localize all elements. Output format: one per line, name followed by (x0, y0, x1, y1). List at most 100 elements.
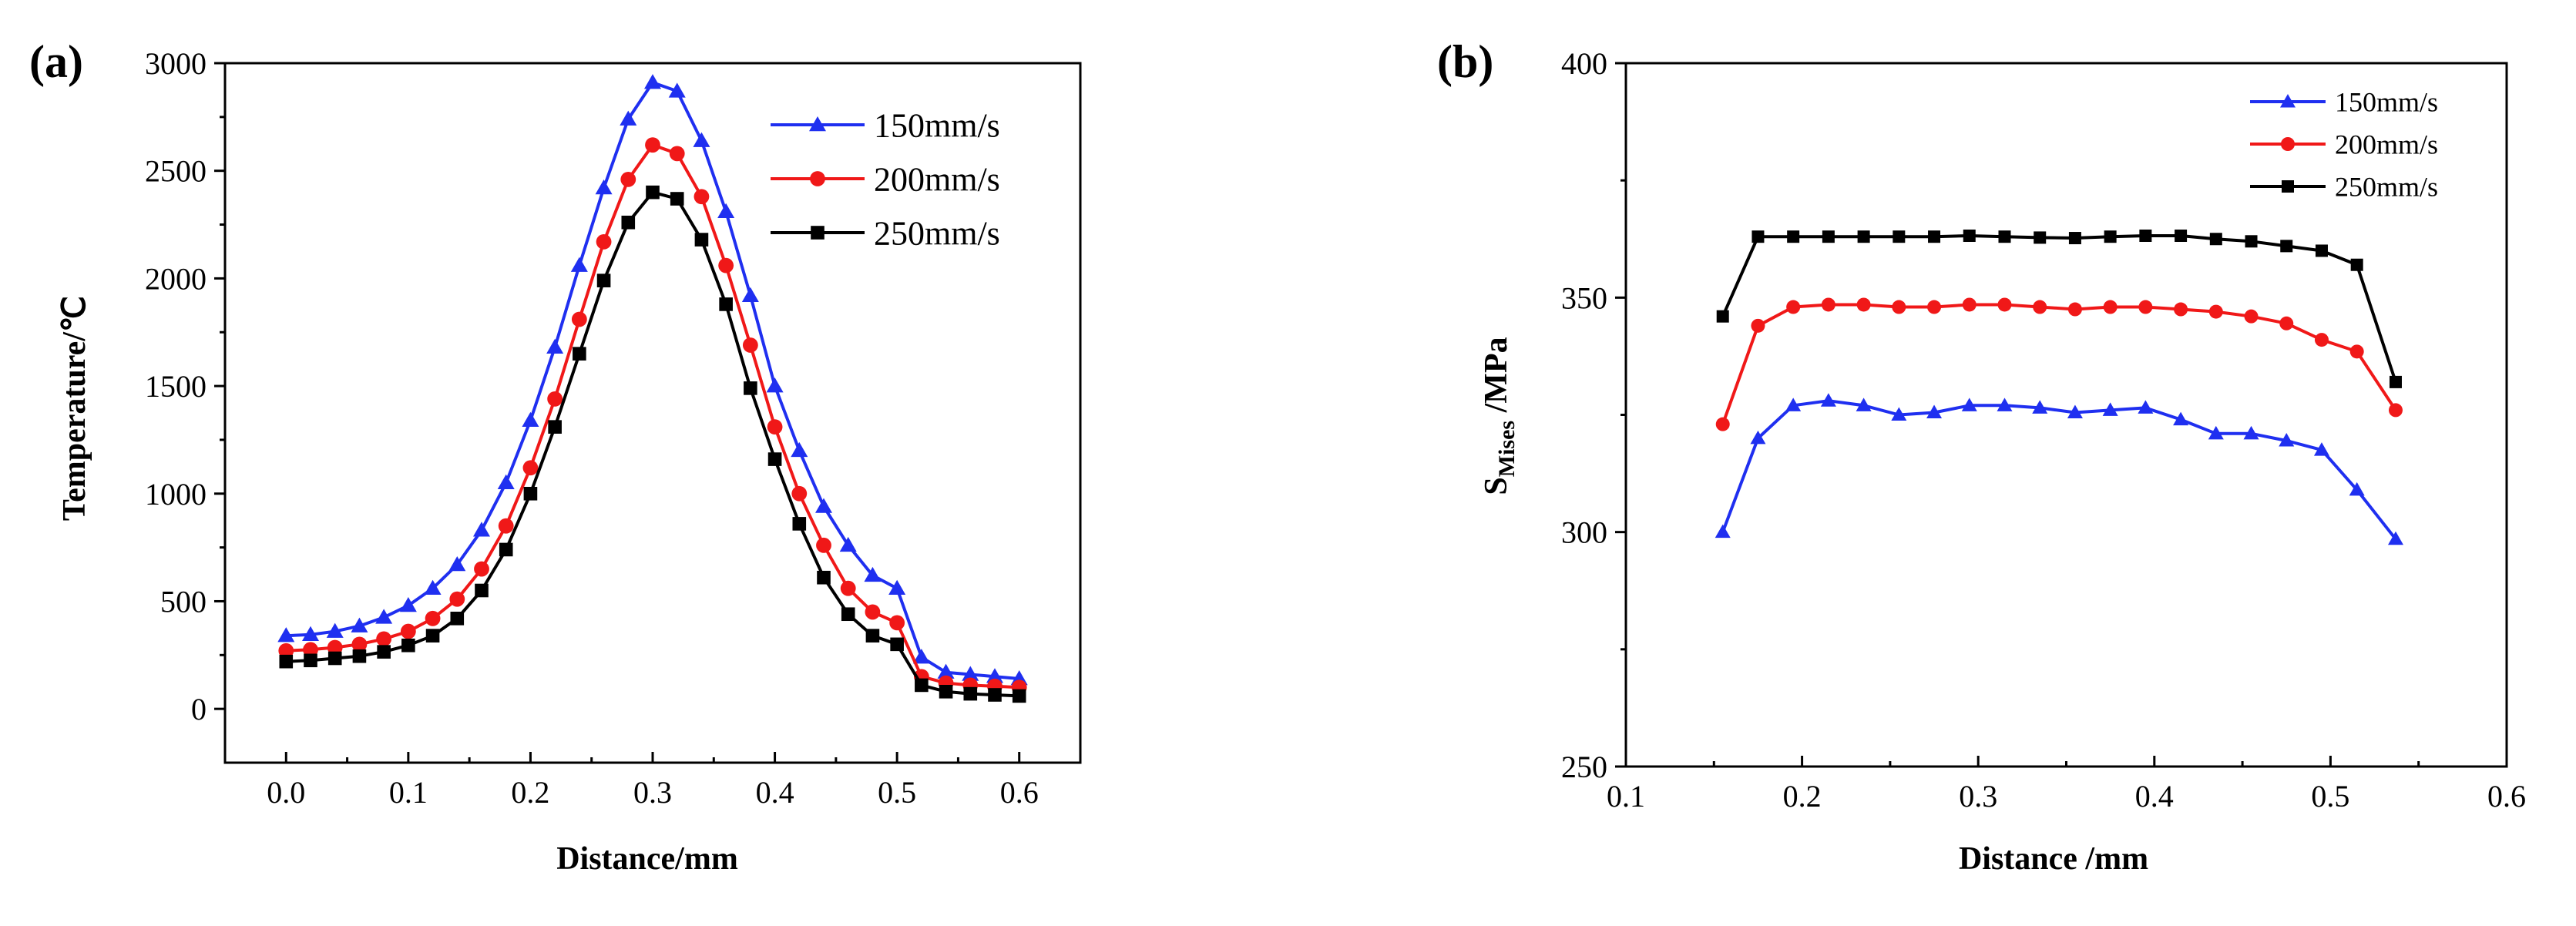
chart-a-data-point (425, 629, 440, 642)
chart-b-data-point (1716, 310, 1729, 323)
chart-b-data-point (2104, 230, 2117, 243)
chart-b-series-line (1721, 399, 2397, 541)
chart-a-data-point (424, 579, 442, 595)
chart-a-y-tick-label: 1000 (145, 477, 207, 512)
chart-a-series-250mm/s (279, 185, 1026, 703)
chart-a-data-point (570, 257, 588, 272)
chart-a-data-point (767, 419, 783, 435)
chart-a-x-tick-label: 0.4 (756, 775, 794, 810)
chart-b-y-label-sub: Mises (1494, 421, 1520, 477)
chart-a-data-point (841, 607, 855, 622)
chart-a-data-point (741, 287, 759, 302)
chart-a-legend-marker (811, 226, 825, 240)
chart-a-data-point (840, 580, 856, 596)
chart-a-data-point (596, 273, 611, 287)
chart-a-data-point (694, 189, 710, 205)
chart-a-data-point (744, 381, 757, 395)
chart-a-data-point (742, 337, 758, 353)
chart-a-data-point (988, 688, 1002, 702)
chart-a-legend-label: 250mm/s (874, 214, 1000, 252)
chart-b-data-point (2279, 316, 2294, 330)
chart-a-y-axis-label: Temperature/℃ (57, 296, 92, 521)
chart-b-data-point (1997, 297, 2012, 312)
chart-a-data-point (912, 649, 930, 664)
chart-b-y-tick-label: 400 (1561, 46, 1607, 81)
chart-a-data-point (865, 629, 880, 642)
chart-a-data-point (401, 638, 415, 653)
chart-b-legend-label: 200mm/s (2335, 129, 2438, 160)
chart-a-data-point (474, 561, 489, 577)
chart-b-x-tick-label: 0.2 (1783, 779, 1822, 814)
chart-a-data-point (817, 570, 831, 585)
chart-a-data-point (815, 498, 832, 513)
chart-a-data-point (302, 626, 319, 642)
chart-a-data-point (646, 185, 660, 200)
chart-b-legend-label: 250mm/s (2335, 172, 2438, 203)
chart-b-x-tick-label: 0.3 (1959, 779, 1997, 814)
chart-a-data-point (327, 651, 342, 666)
chart-a-data-point (865, 604, 881, 620)
chart-a-data-point (620, 110, 637, 126)
chart-a-data-point (327, 639, 343, 656)
chart-b-legend-marker (2280, 94, 2296, 108)
chart-a-data-point (890, 637, 904, 652)
chart-b-data-point (1751, 230, 1765, 243)
chart-b-data-point (1787, 230, 1800, 243)
chart-a-x-tick-label: 0.6 (1000, 775, 1039, 810)
chart-b-legend-label: 150mm/s (2335, 87, 2438, 118)
chart-a-data-point (400, 623, 416, 639)
chart-a-x-tick-label: 0.0 (267, 775, 305, 810)
chart-a-data-point (669, 146, 685, 162)
chart-b-data-point (1856, 297, 1871, 312)
chart-b-data-point (1997, 398, 2013, 411)
chart-b-data-point (2102, 402, 2118, 416)
chart-a-data-point (670, 192, 684, 206)
chart-b-data-point (2387, 531, 2403, 545)
chart-a-data-point (450, 612, 465, 626)
chart-a-data-point (792, 517, 807, 531)
chart-a-data-point (571, 311, 587, 327)
chart-b-plot-frame (1624, 62, 2508, 768)
chart-b-data-point (2314, 333, 2329, 347)
chart-b-data-point (1715, 417, 1730, 431)
chart-a-data-point (277, 627, 295, 642)
chart-b-y-tick-label: 350 (1561, 280, 1607, 315)
chart-a-data-point (352, 649, 367, 663)
chart-a-data-point (915, 678, 929, 693)
chart-b-data-point (2313, 442, 2329, 456)
chart-a-data-point (351, 636, 368, 653)
chart-a-data-point (546, 338, 564, 354)
chart-a-y-tick-label: 1500 (145, 369, 207, 404)
chart-a-data-point (376, 631, 392, 647)
chart-a-data-point (375, 609, 393, 624)
chart-a-data-point (475, 583, 489, 598)
chart-a-data-point (548, 420, 562, 434)
chart-a-data-point (986, 668, 1003, 683)
chart-b-data-point (2315, 244, 2328, 257)
chart-a-data-point (621, 215, 636, 230)
chart-a-data-point (596, 233, 612, 250)
chart-a-data-point (693, 132, 710, 147)
chart-b-series-200mm/s (1715, 297, 2403, 431)
chart-b-data-point (2244, 309, 2259, 324)
chart-a-data-point (717, 203, 735, 219)
chart-a-data-point (377, 645, 391, 659)
chart-b-data-point (2138, 400, 2154, 414)
chart-a-data-point (523, 486, 538, 501)
chart-a-data-point (889, 615, 905, 631)
chart-b-series-150mm/s (1715, 393, 2403, 545)
chart-b-data-point (2067, 302, 2082, 317)
chart-a-data-point (473, 522, 490, 537)
chart-a-data-point (668, 82, 686, 98)
chart-b-data-point (1820, 393, 1836, 407)
chart-b-data-point (2208, 425, 2224, 440)
chart-b-data-point (2245, 235, 2258, 248)
chart-b-data-point (1998, 230, 2011, 243)
chart-a-data-point (767, 452, 782, 466)
chart-a-legend-marker (810, 171, 825, 186)
chart-b-data-point (2175, 229, 2188, 242)
chart-a-data-point (448, 555, 466, 572)
panel-label-a: (a) (29, 36, 83, 87)
chart-a-series-150mm/s (277, 74, 1028, 686)
chart-a-data-point (620, 171, 636, 187)
